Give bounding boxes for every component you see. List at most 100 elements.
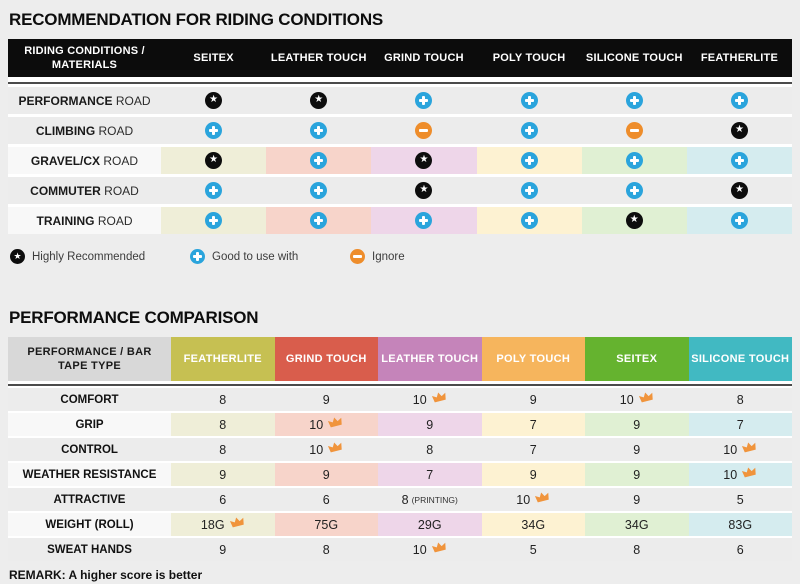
material-column-header: SEITEX: [193, 52, 234, 64]
score-cell: 6: [274, 488, 378, 511]
score-value: 8: [219, 392, 227, 407]
plus-icon: [730, 212, 748, 229]
material-column-header: SILICONE TOUCH: [585, 52, 683, 64]
table-row: SWEAT HANDS 9 8 10 5 8 6: [8, 538, 792, 561]
score-value: 10: [619, 392, 634, 407]
row-label-strong: GRAVEL/CX: [30, 153, 101, 168]
score-value: 10: [516, 492, 531, 507]
plus-icon: [520, 182, 538, 199]
row-label-strong: PERFORMANCE: [18, 93, 113, 108]
score-value: 5: [529, 542, 537, 557]
score-cell: 7: [481, 413, 585, 436]
row-label: CLIMBING ROAD: [8, 117, 161, 144]
recommendation-cell: [266, 87, 372, 114]
plus-icon: [205, 122, 223, 139]
score-cell: 7: [378, 463, 482, 486]
recommendation-cell: [476, 117, 582, 144]
score-cell: 10: [688, 438, 792, 461]
recommendation-cell: [476, 147, 582, 174]
crown-icon: [638, 392, 653, 403]
row-label: PERFORMANCE ROAD: [8, 87, 161, 114]
score-cell: 9: [274, 463, 378, 486]
row-label: CONTROL: [8, 438, 171, 461]
recommendation-cell: [266, 147, 372, 174]
score-value: 8: [401, 492, 409, 507]
score-cell: 9: [171, 538, 275, 561]
star-icon: [10, 249, 25, 264]
score-cell: 5: [481, 538, 585, 561]
score-cell: 75G: [274, 513, 378, 536]
row-label-strong: TRAINING: [36, 213, 95, 228]
plus-icon: [190, 249, 205, 264]
recommendation-cell: [476, 207, 582, 234]
riding-conditions-corner-cell: RIDING CONDITIONS / MATERIALS: [24, 44, 145, 71]
recommendation-cell: [581, 147, 687, 174]
score-value: 8: [322, 542, 330, 557]
material-column-header: FEATHERLITE: [700, 52, 779, 64]
score-value: 9: [322, 467, 330, 482]
score-value: 5: [736, 492, 744, 507]
score-value: 83G: [728, 517, 753, 532]
recommendation-cell: [161, 117, 267, 144]
score-note: (PRINTING): [411, 494, 458, 505]
row-label: COMMUTER ROAD: [8, 177, 161, 204]
score-cell: 10: [688, 463, 792, 486]
minus-icon: [415, 122, 433, 139]
performance-table-header: PERFORMANCE / BAR TAPE TYPE FEATHERLITE GR…: [8, 337, 792, 381]
row-label: TRAINING ROAD: [8, 207, 161, 234]
score-value: 10: [412, 542, 427, 557]
score-cell: 9: [585, 413, 689, 436]
row-label-strong: COMMUTER: [30, 183, 101, 198]
riding-conditions-table-body: PERFORMANCE ROAD CLIMBING ROAD GRAVEL/CX R…: [8, 87, 793, 234]
bar-tape-column-header: SEITEX: [585, 337, 689, 381]
table-row: COMMUTER ROAD: [8, 177, 793, 204]
performance-corner-cell: PERFORMANCE / BAR TAPE TYPE: [8, 337, 171, 381]
row-label: GRIP: [8, 413, 171, 436]
table-row: CONTROL 8 10 8 7 9 10: [8, 438, 792, 461]
score-cell: 10: [378, 388, 482, 411]
score-value: 9: [633, 442, 641, 457]
legend-label: Ignore: [372, 250, 405, 263]
recommendation-cell: [266, 207, 372, 234]
score-value: 8: [736, 392, 744, 407]
legend-item: Good to use with: [190, 249, 350, 264]
recommendation-cell: [686, 147, 793, 174]
minus-icon: [625, 122, 643, 139]
crown-icon: [328, 442, 342, 453]
score-value: 6: [736, 542, 744, 557]
score-value: 10: [723, 442, 738, 457]
remark: REMARK: A higher score is better: [9, 568, 203, 582]
score-value: 7: [736, 417, 744, 432]
score-value: 9: [529, 467, 537, 482]
score-value: 7: [529, 417, 537, 432]
score-value: 8: [219, 442, 227, 457]
score-cell: 9: [585, 438, 689, 461]
score-cell: 8: [171, 438, 275, 461]
table-row: GRIP 8 10 9 7 9 7: [8, 413, 792, 436]
score-value: 34G: [624, 517, 649, 532]
recommendation-cell: [686, 207, 793, 234]
score-value: 9: [219, 467, 227, 482]
material-column-header: POLY TOUCH: [492, 52, 566, 64]
bar-tape-column-header: SILICONE TOUCH: [688, 337, 792, 381]
plus-icon: [730, 152, 748, 169]
score-cell: 8: [171, 388, 275, 411]
plus-icon: [310, 182, 328, 199]
score-value: 9: [633, 492, 641, 507]
score-value: 9: [426, 417, 434, 432]
score-value: 7: [529, 442, 537, 457]
score-cell: 5: [688, 488, 792, 511]
plus-icon: [310, 212, 328, 229]
plus-icon: [205, 212, 223, 229]
score-cell: 18G: [171, 513, 275, 536]
score-value: 10: [723, 467, 738, 482]
score-cell: 7: [688, 413, 792, 436]
recommendation-cell: [371, 147, 477, 174]
star-icon: [625, 212, 643, 229]
score-value: 8: [426, 442, 434, 457]
section1-title: RECOMMENDATION FOR RIDING CONDITIONS: [9, 10, 384, 29]
score-cell: 9: [171, 463, 275, 486]
star-icon: [310, 92, 328, 109]
score-value: 9: [322, 392, 330, 407]
row-label-suffix: ROAD: [95, 123, 134, 138]
